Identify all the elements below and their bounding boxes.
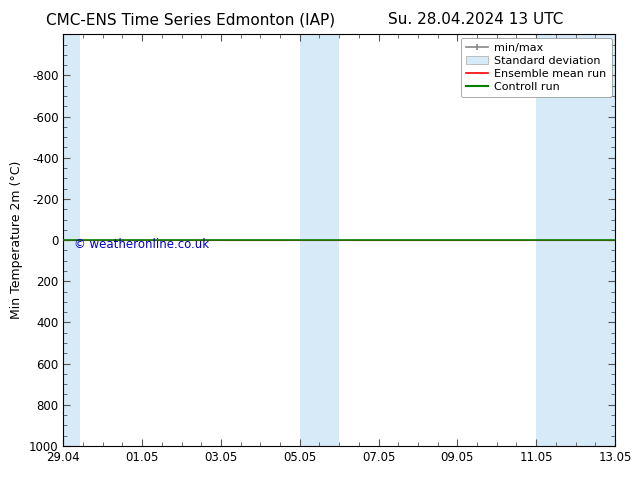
Text: © weatheronline.co.uk: © weatheronline.co.uk <box>74 238 210 251</box>
Text: CMC-ENS Time Series Edmonton (IAP): CMC-ENS Time Series Edmonton (IAP) <box>46 12 335 27</box>
Legend: min/max, Standard deviation, Ensemble mean run, Controll run: min/max, Standard deviation, Ensemble me… <box>460 38 612 97</box>
Bar <box>536 34 615 446</box>
Bar <box>300 34 339 446</box>
Y-axis label: Min Temperature 2m (°C): Min Temperature 2m (°C) <box>10 161 23 319</box>
Text: Su. 28.04.2024 13 UTC: Su. 28.04.2024 13 UTC <box>388 12 563 27</box>
Bar <box>63 34 80 446</box>
